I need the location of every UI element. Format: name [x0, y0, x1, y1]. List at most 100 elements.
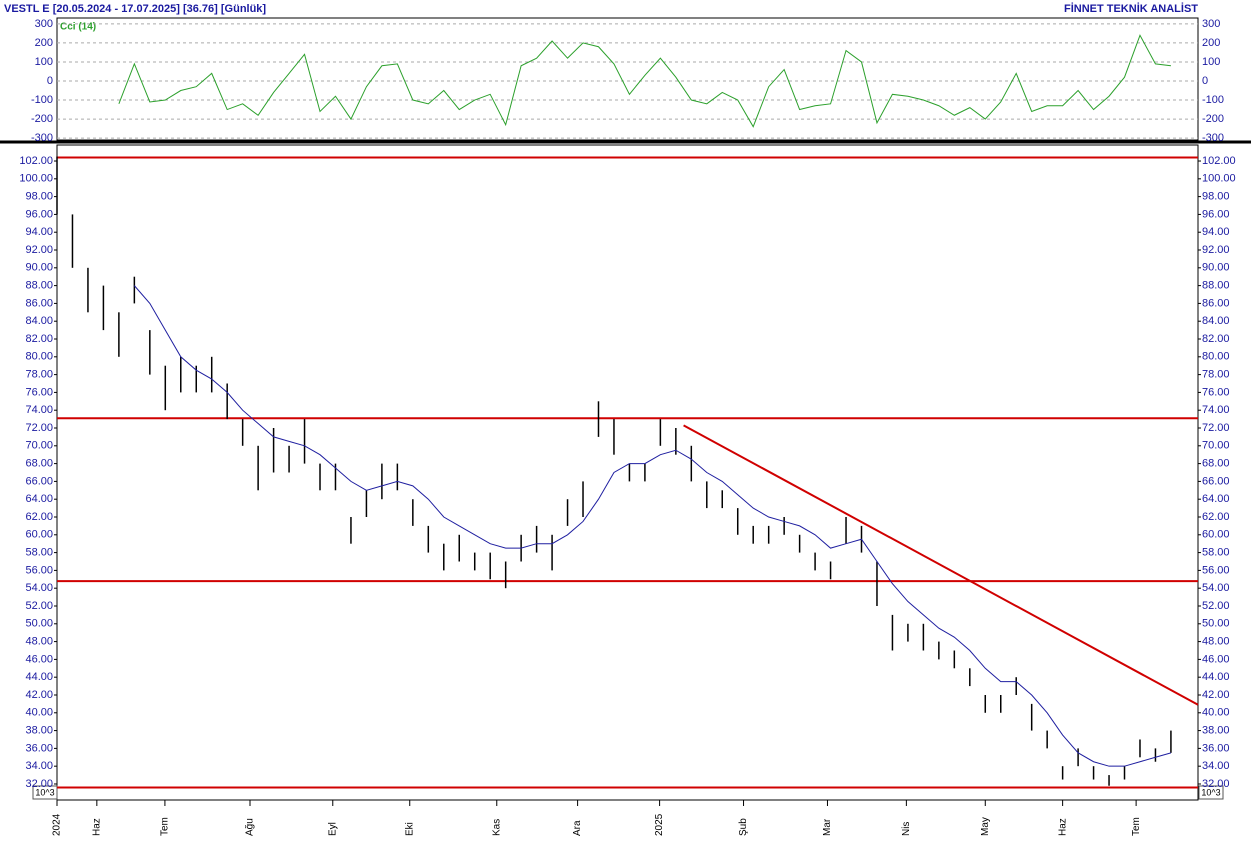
y-tick-label: 100: [1202, 56, 1220, 68]
trend-line: [683, 424, 1199, 706]
y-tick-label: 76.00: [1202, 386, 1230, 398]
cci-frame: [56, 17, 1199, 141]
x-tick-label: 2024: [52, 813, 63, 836]
y-tick-label: 200: [1202, 37, 1220, 49]
y-tick-label: 44.00: [25, 671, 53, 683]
y-tick-label: 34.00: [1202, 760, 1230, 772]
y-tick-label: 0: [47, 75, 53, 87]
y-tick-label: 100.00: [19, 173, 53, 185]
y-tick-label: 42.00: [1202, 689, 1230, 701]
y-tick-label: 102.00: [19, 155, 53, 167]
y-tick-label: 38.00: [1202, 724, 1230, 736]
y-tick-label: 94.00: [25, 226, 53, 238]
y-tick-label: 60.00: [1202, 529, 1230, 541]
y-tick-label: -300: [31, 132, 53, 144]
x-tick-label: Şub: [738, 818, 749, 836]
y-tick-label: 96.00: [25, 208, 53, 220]
y-tick-label: 96.00: [1202, 208, 1230, 220]
y-tick-label: 72.00: [25, 422, 53, 434]
y-tick-label: 46.00: [1202, 653, 1230, 665]
y-tick-label: 32.00: [1202, 778, 1230, 790]
y-tick-label: 52.00: [25, 600, 53, 612]
y-tick-label: 74.00: [1202, 404, 1230, 416]
y-tick-label: 58.00: [1202, 547, 1230, 559]
x-tick-label: Haz: [91, 818, 102, 836]
moving-average: [133, 285, 1172, 767]
y-tick-label: 102.00: [1202, 155, 1236, 167]
y-tick-label: 86.00: [25, 297, 53, 309]
y-tick-label: 72.00: [1202, 422, 1230, 434]
scale-label: 10^3: [35, 787, 54, 797]
y-tick-label: 50.00: [1202, 618, 1230, 630]
y-tick-label: 66.00: [25, 475, 53, 487]
x-tick-label: Ağu: [245, 818, 256, 836]
cci-label: Cci (14): [60, 22, 96, 33]
y-tick-label: 300: [1202, 18, 1220, 30]
y-tick-label: 92.00: [1202, 244, 1230, 256]
x-tick-label: Eyl: [327, 822, 338, 836]
x-tick-label: Tem: [1131, 817, 1142, 836]
y-tick-label: -300: [1202, 132, 1224, 144]
y-tick-label: 36.00: [1202, 742, 1230, 754]
y-tick-label: 48.00: [25, 635, 53, 647]
y-tick-label: 88.00: [1202, 280, 1230, 292]
y-tick-label: 90.00: [25, 262, 53, 274]
y-tick-label: 98.00: [25, 191, 53, 203]
y-tick-label: -200: [31, 113, 53, 125]
y-tick-label: 70.00: [25, 440, 53, 452]
y-tick-label: 40.00: [25, 707, 53, 719]
y-tick-label: 64.00: [1202, 493, 1230, 505]
y-tick-label: 94.00: [1202, 226, 1230, 238]
y-tick-label: 70.00: [1202, 440, 1230, 452]
y-tick-label: 60.00: [25, 529, 53, 541]
y-tick-label: 0: [1202, 75, 1208, 87]
y-tick-label: 34.00: [25, 760, 53, 772]
y-tick-label: 82.00: [25, 333, 53, 345]
y-tick-label: 92.00: [25, 244, 53, 256]
brand: FİNNET TEKNİK ANALİST: [1064, 2, 1198, 15]
y-tick-label: 90.00: [1202, 262, 1230, 274]
y-tick-label: 56.00: [25, 564, 53, 576]
y-tick-label: 48.00: [1202, 635, 1230, 647]
y-tick-label: 58.00: [25, 547, 53, 559]
y-tick-label: 82.00: [1202, 333, 1230, 345]
y-tick-label: 98.00: [1202, 191, 1230, 203]
y-tick-label: 200: [35, 37, 53, 49]
y-tick-label: 44.00: [1202, 671, 1230, 683]
y-tick-label: 36.00: [25, 742, 53, 754]
x-tick-label: Kas: [491, 819, 502, 836]
y-tick-label: -100: [31, 94, 53, 106]
x-tick-label: Tem: [160, 817, 171, 836]
y-tick-label: 68.00: [1202, 458, 1230, 470]
y-tick-label: 38.00: [25, 724, 53, 736]
y-tick-label: 84.00: [25, 315, 53, 327]
y-tick-label: 78.00: [1202, 369, 1230, 381]
scale-box: [1198, 785, 1224, 800]
y-tick-label: 68.00: [25, 458, 53, 470]
y-tick-label: 80.00: [25, 351, 53, 363]
y-tick-label: 64.00: [25, 493, 53, 505]
chart-title: VESTL E [20.05.2024 - 17.07.2025] [36.76…: [4, 3, 266, 15]
y-tick-label: 54.00: [1202, 582, 1230, 594]
y-tick-label: 32.00: [25, 778, 53, 790]
y-tick-label: -100: [1202, 94, 1224, 106]
y-tick-label: 78.00: [25, 369, 53, 381]
x-tick-label: 2025: [654, 813, 665, 836]
x-tick-label: Ara: [572, 820, 583, 836]
x-tick-label: Nis: [901, 822, 912, 836]
y-tick-label: 300: [35, 18, 53, 30]
y-tick-label: 100.00: [1202, 173, 1236, 185]
y-tick-label: 52.00: [1202, 600, 1230, 612]
price-frame: [56, 144, 1199, 801]
y-tick-label: 40.00: [1202, 707, 1230, 719]
cci-line: [118, 34, 1171, 128]
y-tick-label: 54.00: [25, 582, 53, 594]
x-tick-label: Eki: [404, 822, 415, 836]
y-tick-label: 42.00: [25, 689, 53, 701]
y-tick-label: 62.00: [1202, 511, 1230, 523]
x-tick-label: Mar: [822, 818, 833, 836]
y-tick-label: 50.00: [25, 618, 53, 630]
y-tick-label: -200: [1202, 113, 1224, 125]
